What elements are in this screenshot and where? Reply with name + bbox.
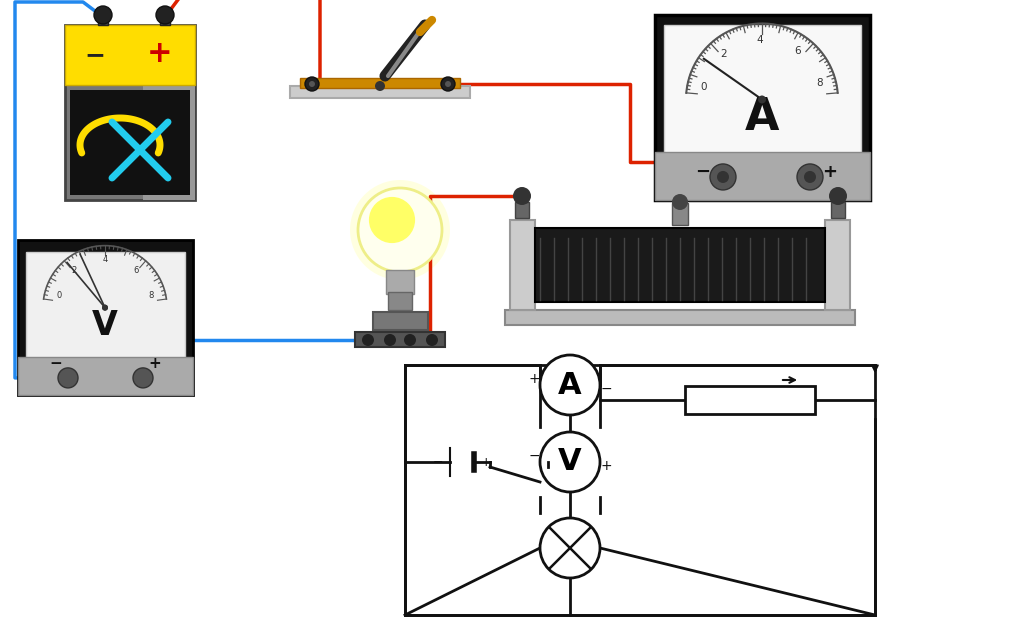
Bar bbox=[300, 78, 460, 88]
Text: 8: 8 bbox=[148, 290, 154, 300]
Circle shape bbox=[384, 334, 396, 346]
Bar bbox=[655, 15, 870, 200]
Text: 2: 2 bbox=[720, 49, 727, 58]
Text: −: − bbox=[695, 163, 711, 181]
Text: 0: 0 bbox=[700, 82, 707, 92]
Bar bbox=[98, 11, 108, 25]
Circle shape bbox=[305, 77, 319, 91]
Bar bbox=[386, 270, 414, 294]
Circle shape bbox=[758, 96, 766, 103]
Text: A: A bbox=[558, 371, 582, 399]
Circle shape bbox=[156, 6, 174, 24]
Text: V: V bbox=[92, 309, 118, 342]
Text: −: − bbox=[85, 43, 105, 67]
Text: 4: 4 bbox=[102, 255, 108, 264]
Circle shape bbox=[672, 194, 688, 210]
Text: A: A bbox=[744, 96, 779, 139]
Circle shape bbox=[445, 81, 451, 87]
Bar bbox=[825, 220, 850, 310]
Circle shape bbox=[309, 81, 315, 87]
Text: 4: 4 bbox=[757, 34, 763, 44]
Text: −: − bbox=[433, 456, 443, 468]
Bar bbox=[535, 228, 825, 302]
Text: +: + bbox=[822, 163, 838, 181]
Circle shape bbox=[58, 368, 78, 388]
Bar bbox=[65, 25, 195, 200]
Text: 2: 2 bbox=[72, 267, 77, 275]
Bar bbox=[355, 332, 445, 347]
Text: +: + bbox=[148, 356, 162, 371]
Bar bbox=[143, 25, 195, 200]
Circle shape bbox=[369, 197, 415, 243]
Bar bbox=[515, 202, 529, 218]
Bar bbox=[18, 357, 193, 395]
Circle shape bbox=[350, 180, 450, 280]
Text: −: − bbox=[528, 449, 540, 463]
Circle shape bbox=[710, 164, 736, 190]
Bar bbox=[388, 292, 412, 310]
Circle shape bbox=[358, 188, 442, 272]
Circle shape bbox=[804, 171, 816, 183]
Text: 0: 0 bbox=[56, 290, 61, 300]
Circle shape bbox=[426, 334, 438, 346]
Circle shape bbox=[102, 305, 108, 310]
Bar bbox=[685, 386, 815, 414]
Text: 6: 6 bbox=[133, 267, 138, 275]
Bar bbox=[18, 240, 193, 395]
Bar bbox=[70, 90, 190, 195]
Text: −: − bbox=[49, 356, 62, 371]
Text: +: + bbox=[480, 456, 492, 468]
Text: +: + bbox=[600, 459, 611, 473]
Circle shape bbox=[133, 368, 153, 388]
Bar bbox=[373, 312, 428, 330]
Circle shape bbox=[540, 355, 600, 415]
Bar bbox=[290, 86, 470, 98]
Text: +: + bbox=[147, 39, 173, 68]
Circle shape bbox=[513, 187, 531, 205]
Text: −: − bbox=[600, 382, 611, 396]
Bar bbox=[26, 252, 185, 359]
Text: V: V bbox=[558, 448, 582, 476]
Bar bbox=[160, 11, 170, 25]
Circle shape bbox=[362, 334, 374, 346]
Circle shape bbox=[829, 187, 847, 205]
Bar bbox=[65, 25, 195, 85]
Circle shape bbox=[375, 81, 385, 91]
Circle shape bbox=[540, 432, 600, 492]
Circle shape bbox=[102, 305, 108, 310]
Circle shape bbox=[540, 518, 600, 578]
Bar bbox=[510, 220, 535, 310]
Circle shape bbox=[441, 77, 455, 91]
Bar bbox=[664, 25, 861, 158]
Bar bbox=[831, 202, 845, 218]
Circle shape bbox=[797, 164, 823, 190]
Circle shape bbox=[717, 171, 729, 183]
Circle shape bbox=[94, 6, 112, 24]
Circle shape bbox=[404, 334, 416, 346]
Text: +: + bbox=[528, 372, 540, 386]
Text: 8: 8 bbox=[816, 78, 823, 88]
Bar bbox=[672, 203, 688, 225]
Text: 6: 6 bbox=[794, 46, 801, 56]
Bar bbox=[505, 310, 855, 325]
Bar bbox=[655, 152, 870, 200]
